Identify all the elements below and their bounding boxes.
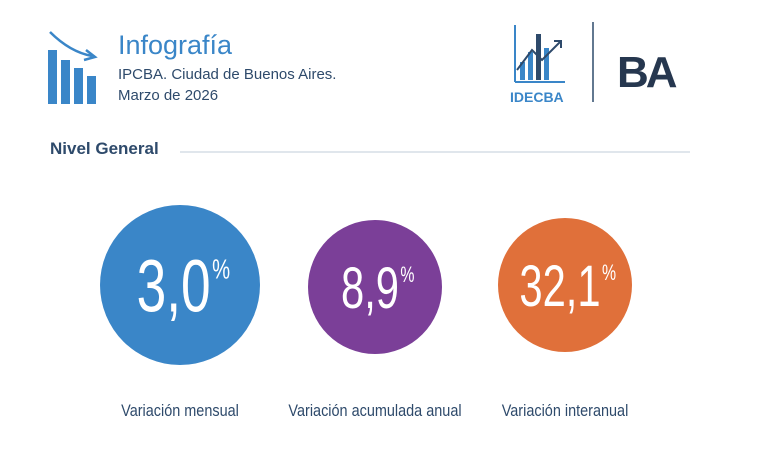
indicator-value: 8,9: [341, 255, 399, 320]
indicator-label: Variación mensual: [121, 402, 239, 420]
indicator-circle: [498, 218, 632, 352]
indicator-value: 32,1: [519, 253, 600, 318]
indicator-unit: %: [212, 254, 230, 285]
indicator-unit: %: [400, 263, 414, 287]
indicator-label-group: Variación acumulada anual: [288, 402, 461, 420]
indicator-circle: [100, 205, 260, 365]
title: Infografía: [118, 30, 233, 60]
idecba-logo: IDECBA: [510, 25, 565, 105]
indicator-value-group: 3,0%: [137, 245, 231, 328]
section-title: Nivel General: [50, 139, 159, 158]
indicator-label-group: Variación interanual: [502, 402, 629, 420]
logo-text: IDECBA: [510, 89, 564, 105]
indicator-value: 3,0: [137, 245, 211, 328]
indicator-value-group: 8,9%: [341, 255, 415, 320]
subtitle: IPCBA. Ciudad de Buenos Aires.: [118, 66, 336, 83]
indicator-value-group: 32,1%: [519, 253, 616, 318]
indicator-unit: %: [602, 261, 616, 285]
indicator-label: Variación interanual: [502, 402, 629, 420]
indicator-label-group: Variación mensual: [121, 402, 239, 420]
logo-ba: BA: [617, 48, 677, 97]
indicator-label: Variación acumulada anual: [288, 402, 461, 420]
date: Marzo de 2026: [118, 87, 218, 104]
header-icon: [48, 31, 98, 104]
indicator-circle: [308, 220, 442, 354]
